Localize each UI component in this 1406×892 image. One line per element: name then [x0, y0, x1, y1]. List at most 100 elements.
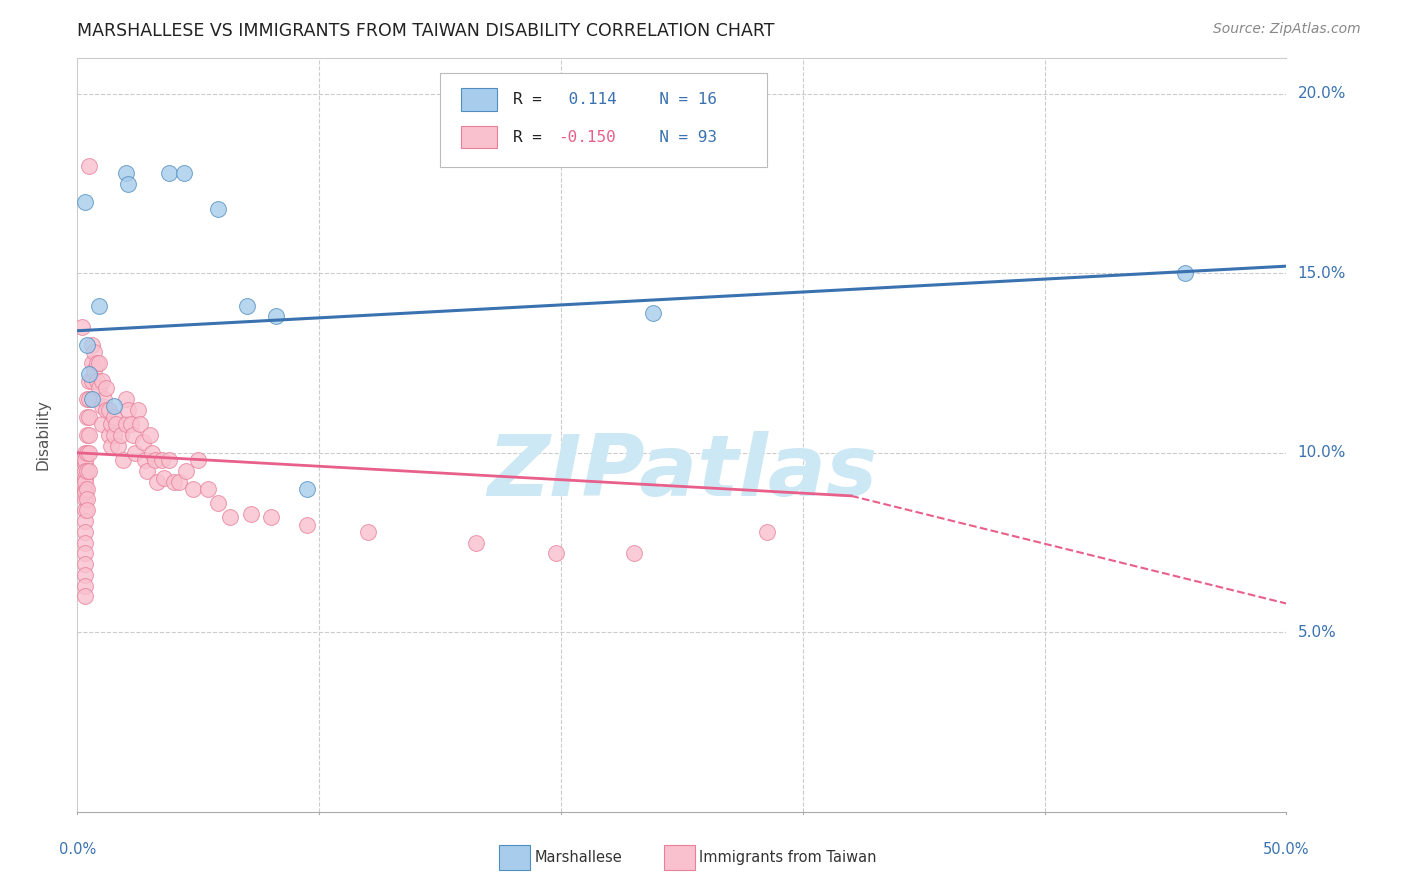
Point [755, 524, 778, 539]
Point [114, 417, 136, 431]
Point [240, 507, 263, 521]
Point [73, 464, 96, 478]
Point [183, 482, 205, 496]
Point [93, 392, 115, 406]
Point [73, 194, 96, 209]
Point [356, 524, 378, 539]
Point [90, 417, 112, 431]
Point [136, 464, 159, 478]
Text: 0.0%: 0.0% [59, 842, 96, 857]
Point [73, 457, 96, 471]
Point [86, 374, 108, 388]
Point [87, 299, 110, 313]
Point [76, 503, 98, 517]
Point [73, 475, 96, 489]
Point [83, 345, 105, 359]
Text: 5.0%: 5.0% [1298, 624, 1336, 640]
Text: Marshallese: Marshallese [534, 850, 621, 864]
Point [87, 381, 110, 395]
Point [73, 482, 96, 496]
Text: Source: ZipAtlas.com: Source: ZipAtlas.com [1213, 22, 1361, 37]
Point [73, 514, 96, 528]
Point [97, 402, 120, 417]
Point [197, 482, 219, 496]
Point [103, 409, 125, 424]
Point [76, 392, 98, 406]
Text: 50.0%: 50.0% [1263, 842, 1310, 857]
Point [79, 159, 101, 173]
Point [127, 402, 149, 417]
Text: 15.0%: 15.0% [1298, 266, 1346, 281]
Point [1174, 266, 1197, 280]
Text: Immigrants from Taiwan: Immigrants from Taiwan [699, 850, 876, 864]
Point [83, 363, 105, 377]
Text: ZIPatlas: ZIPatlas [486, 431, 877, 514]
Point [73, 590, 96, 604]
Point [103, 427, 125, 442]
Point [131, 435, 153, 450]
Point [80, 356, 103, 370]
Point [153, 471, 176, 485]
Point [112, 453, 135, 467]
Point [174, 464, 197, 478]
Point [79, 409, 101, 424]
Point [76, 482, 98, 496]
Point [73, 535, 96, 549]
Text: 20.0%: 20.0% [1298, 87, 1346, 102]
Point [76, 338, 98, 352]
Point [120, 417, 142, 431]
Point [546, 546, 568, 560]
Point [96, 402, 118, 417]
Point [260, 510, 283, 524]
Point [167, 475, 190, 489]
Point [218, 510, 240, 524]
Point [79, 367, 101, 381]
Point [90, 374, 112, 388]
Point [100, 439, 122, 453]
Text: R =: R = [513, 129, 551, 145]
Point [139, 427, 162, 442]
Point [76, 446, 98, 460]
Point [150, 453, 173, 467]
Point [76, 464, 98, 478]
Point [187, 453, 209, 467]
Point [73, 503, 96, 517]
Point [70, 320, 93, 334]
Point [163, 475, 186, 489]
Point [97, 427, 120, 442]
Point [76, 492, 98, 507]
Text: -0.150: -0.150 [558, 129, 616, 145]
Point [79, 427, 101, 442]
Point [122, 427, 145, 442]
Point [79, 464, 101, 478]
Point [114, 166, 136, 180]
Point [129, 417, 152, 431]
Point [76, 427, 98, 442]
Point [79, 374, 101, 388]
Point [117, 402, 139, 417]
Point [146, 475, 169, 489]
Text: R =: R = [513, 92, 551, 107]
Point [73, 557, 96, 571]
Point [90, 399, 112, 413]
Point [76, 409, 98, 424]
Point [105, 417, 128, 431]
FancyBboxPatch shape [440, 73, 766, 168]
Point [73, 492, 96, 507]
Point [86, 356, 108, 370]
Point [79, 392, 101, 406]
Point [134, 453, 156, 467]
FancyBboxPatch shape [461, 88, 496, 111]
Text: 10.0%: 10.0% [1298, 445, 1346, 460]
Point [96, 381, 118, 395]
Point [73, 446, 96, 460]
Point [73, 546, 96, 560]
Point [623, 546, 645, 560]
Point [207, 496, 229, 510]
Point [114, 392, 136, 406]
Point [80, 392, 103, 406]
Text: N = 16: N = 16 [640, 92, 717, 107]
Point [157, 453, 180, 467]
Point [73, 578, 96, 592]
Point [117, 177, 139, 191]
